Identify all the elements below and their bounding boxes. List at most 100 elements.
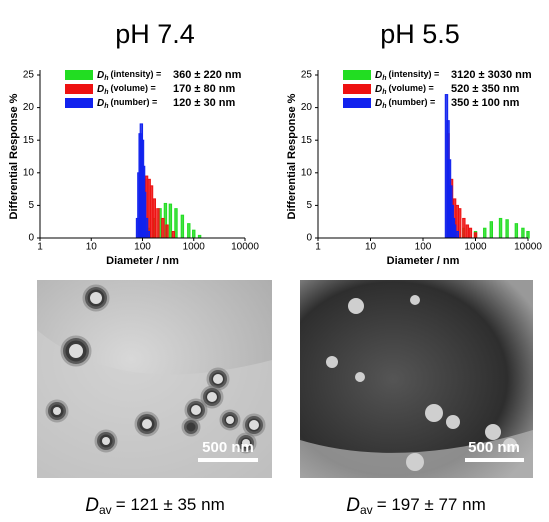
bar (171, 230, 176, 239)
y-axis-label: Differential Response % (8, 93, 20, 219)
legend-symbol: D (97, 98, 104, 109)
legend-swatch (65, 98, 93, 108)
x-tick-label: 100 (134, 242, 151, 253)
chart-title: pH 7.4 (115, 19, 195, 49)
legend-name: (number) = (389, 97, 436, 107)
caption: Dav = 197 ± 77 nm (346, 495, 485, 517)
scale-bar-label: 500 nm (202, 439, 254, 456)
y-tick-label: 25 (301, 70, 313, 81)
legend-entry: Dh (intensity) = (97, 69, 161, 81)
legend-value: 120 ± 30 nm (173, 97, 236, 109)
bar (146, 230, 151, 239)
x-tick-label: 10 (86, 242, 98, 253)
x-tick-label: 10 (365, 242, 377, 253)
x-tick-label: 1000 (183, 242, 206, 253)
legend-symbol: D (97, 70, 104, 81)
bar (489, 221, 494, 239)
y-tick-label: 5 (306, 200, 312, 211)
x-tick-label: 1000 (464, 242, 487, 253)
y-tick-label: 25 (23, 70, 35, 81)
bar (161, 217, 165, 239)
y-tick-label: 0 (306, 233, 312, 244)
y-tick-label: 15 (301, 135, 313, 146)
bar (187, 223, 191, 239)
bar (498, 217, 503, 239)
legend-swatch (65, 70, 93, 80)
bar (149, 185, 154, 239)
legend-subscript: h (104, 103, 108, 110)
x-tick-label: 10000 (231, 242, 259, 253)
caption-value: = 121 ± 35 nm (116, 495, 225, 514)
caption-value: = 197 ± 77 nm (377, 495, 486, 514)
legend-subscript: h (382, 103, 386, 110)
legend-name: (volume) = (111, 83, 156, 93)
legend-value: 170 ± 80 nm (173, 83, 236, 95)
legend-swatch (65, 84, 93, 94)
legend-subscript: h (104, 89, 108, 96)
caption-symbol: D (346, 495, 360, 516)
caption-subscript: av (99, 503, 112, 517)
bar (180, 214, 185, 239)
bar (514, 223, 519, 239)
legend-name: (intensity) = (389, 69, 440, 79)
x-tick-label: 100 (415, 242, 432, 253)
bar (452, 224, 457, 239)
legend-entry: Dh (intensity) = (375, 69, 439, 81)
bar (468, 227, 473, 239)
legend-subscript: h (382, 89, 386, 96)
legend-name: (number) = (111, 97, 158, 107)
chart-title: pH 5.5 (380, 19, 460, 49)
legend-swatch (343, 98, 371, 108)
legend-value: 520 ± 350 nm (451, 83, 520, 95)
bar (174, 208, 178, 239)
legend-value: 350 ± 100 nm (451, 97, 520, 109)
bar (526, 230, 530, 239)
y-tick-label: 15 (23, 135, 35, 146)
bar (473, 232, 478, 239)
legend-entry: Dh (number) = (375, 97, 435, 109)
x-axis-label: Diameter / nm (106, 255, 179, 267)
legend-symbol: D (375, 70, 382, 81)
bar (168, 203, 173, 239)
y-tick-label: 0 (28, 233, 34, 244)
legend-entry: Dh (volume) = (97, 83, 156, 95)
caption: Dav = 121 ± 35 nm (85, 495, 224, 517)
bar (192, 229, 196, 239)
bar (521, 227, 525, 239)
legend-symbol: D (375, 98, 382, 109)
caption-symbol: D (85, 495, 99, 516)
legend-entry: Dh (volume) = (375, 83, 434, 95)
bar (156, 208, 160, 239)
bar (465, 224, 470, 239)
legend-symbol: D (375, 84, 382, 95)
y-axis-label: Differential Response % (286, 93, 298, 219)
x-tick-label: 1 (315, 242, 321, 253)
bar (483, 227, 487, 239)
x-axis-label: Diameter / nm (387, 255, 460, 267)
caption-subscript: av (360, 503, 373, 517)
legend-swatch (343, 70, 371, 80)
bar (505, 219, 509, 239)
y-tick-label: 20 (23, 102, 35, 113)
legend-symbol: D (97, 84, 104, 95)
scale-bar-label: 500 nm (468, 439, 520, 456)
y-tick-label: 10 (23, 167, 35, 178)
tem-image-right (300, 280, 533, 478)
legend-name: (volume) = (389, 83, 434, 93)
legend-swatch (343, 84, 371, 94)
bar (462, 217, 466, 239)
y-tick-label: 10 (301, 167, 313, 178)
legend-entry: Dh (number) = (97, 97, 157, 109)
bar (455, 230, 459, 239)
x-tick-label: 1 (37, 242, 43, 253)
legend-value: 3120 ± 3030 nm (451, 69, 532, 81)
y-tick-label: 5 (28, 200, 34, 211)
bar (165, 224, 169, 239)
y-tick-label: 20 (301, 102, 313, 113)
legend-subscript: h (382, 75, 386, 82)
bar (152, 198, 157, 239)
x-tick-label: 10000 (514, 242, 542, 253)
legend-subscript: h (104, 75, 108, 82)
legend-name: (intensity) = (111, 69, 162, 79)
